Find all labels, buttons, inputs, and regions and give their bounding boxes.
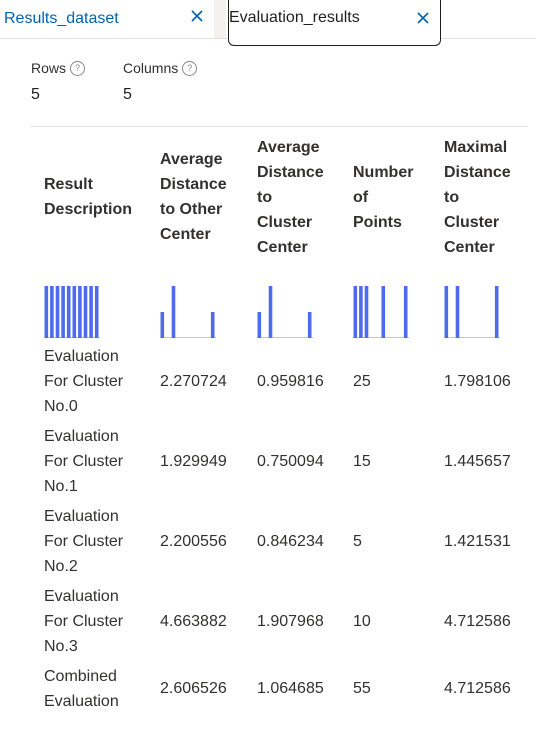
table-cell-max-dist: 4.712586	[444, 613, 511, 630]
rows-stat: Rows ? 5	[31, 60, 86, 104]
histogram-bar	[50, 286, 54, 338]
divider	[31, 126, 528, 127]
column-histogram	[160, 286, 216, 338]
tab-label: Evaluation_results	[229, 9, 360, 26]
table-cell-points: 5	[353, 533, 362, 550]
table-cell-description: Evaluation For Cluster No.0	[44, 348, 124, 415]
histogram-bar	[72, 286, 77, 338]
table-cell-avg-cluster: 0.846234	[257, 533, 324, 550]
table-cell-avg-cluster: 0.959816	[257, 373, 324, 390]
table-cell-max-dist: 4.712586	[444, 680, 511, 697]
tab-evaluation-results[interactable]: Evaluation_results	[228, 0, 441, 46]
column-header[interactable]: Average Distance to Cluster Center	[257, 139, 324, 256]
column-histogram	[257, 286, 313, 338]
table-cell-avg-other: 2.200556	[160, 533, 227, 550]
tab-separator	[214, 0, 226, 38]
histogram-bar	[494, 286, 499, 338]
info-icon[interactable]: ?	[182, 60, 198, 76]
histogram-bar	[455, 286, 460, 338]
table-cell-avg-other: 1.929949	[160, 453, 227, 470]
columns-value: 5	[123, 86, 132, 103]
histogram-bar	[268, 286, 273, 338]
table-cell-avg-other: 2.606526	[160, 680, 227, 697]
histogram-bar	[257, 312, 262, 338]
histogram-bar	[171, 286, 176, 338]
table-cell-description: Evaluation For Cluster No.1	[44, 428, 124, 495]
table-cell-points: 55	[353, 680, 371, 697]
column-header[interactable]: Maximal Distance to Cluster Center	[444, 139, 511, 256]
histogram-bar	[78, 286, 82, 338]
table-cell-avg-cluster: 0.750094	[257, 453, 324, 470]
table-cell-avg-cluster: 1.907968	[257, 613, 324, 630]
close-icon[interactable]	[189, 8, 205, 24]
histogram-bar	[89, 286, 93, 338]
columns-label: Columns	[123, 60, 179, 76]
histogram-bar	[66, 286, 71, 338]
column-histogram	[444, 286, 500, 338]
column-header[interactable]: Number of Points	[353, 164, 414, 231]
table-cell-points: 10	[353, 613, 371, 630]
close-icon[interactable]	[415, 10, 431, 26]
histogram-bar	[403, 286, 408, 338]
table-cell-max-dist: 1.798106	[444, 373, 511, 390]
table-cell-max-dist: 1.445657	[444, 453, 511, 470]
histogram-bar	[83, 286, 88, 338]
tab-label: Results_dataset	[4, 10, 119, 27]
table-cell-points: 15	[353, 453, 371, 470]
histogram-bar	[94, 286, 99, 338]
info-icon[interactable]: ?	[70, 60, 86, 76]
column-header[interactable]: Average Distance to Other Center	[160, 151, 227, 243]
rows-value: 5	[31, 86, 40, 103]
histogram-bar	[61, 286, 65, 338]
histogram-bar	[307, 312, 312, 338]
histogram-bar	[160, 312, 165, 338]
table-cell-max-dist: 1.421531	[444, 533, 511, 550]
histogram-bar	[44, 286, 49, 338]
tab-results-dataset[interactable]: Results_dataset	[0, 0, 212, 38]
histogram-bar	[359, 286, 363, 338]
histogram-bar	[353, 286, 358, 338]
table-cell-avg-other: 4.663882	[160, 613, 227, 630]
histogram-bar	[364, 286, 369, 338]
table-cell-avg-other: 2.270724	[160, 373, 227, 390]
histogram-bar	[444, 286, 449, 338]
table-cell-description: Evaluation For Cluster No.3	[44, 588, 124, 655]
table-cell-avg-cluster: 1.064685	[257, 680, 324, 697]
column-header[interactable]: Result Description	[44, 176, 133, 218]
table-cell-description: Evaluation For Cluster No.2	[44, 508, 124, 575]
rows-label: Rows	[31, 60, 67, 76]
table-cell-description: Combined Evaluation	[44, 668, 119, 710]
histogram-bar	[381, 286, 386, 338]
histogram-bar	[55, 286, 60, 338]
column-histogram	[44, 286, 100, 338]
histogram-bar	[210, 312, 215, 338]
table-cell-points: 25	[353, 373, 371, 390]
columns-stat: Columns ? 5	[123, 60, 198, 104]
column-histogram	[353, 286, 409, 338]
